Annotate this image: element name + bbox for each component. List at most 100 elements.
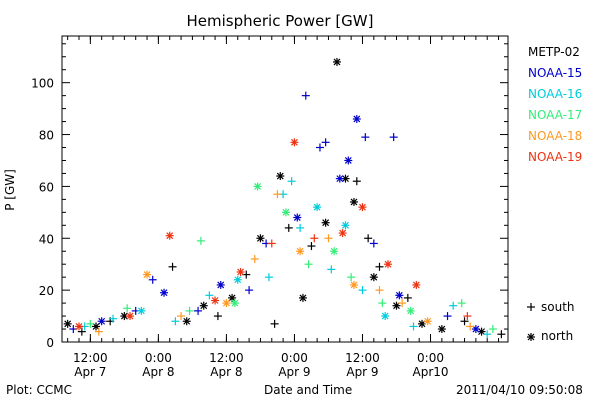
x-tick-date: Apr 8 xyxy=(142,365,174,379)
data-point-noaa-15 xyxy=(335,174,344,183)
data-point-noaa-16 xyxy=(109,314,118,323)
data-point-noaa-15 xyxy=(344,156,353,165)
legend-item-noaa-18: NOAA-18 xyxy=(528,129,582,143)
x-tick-date: Apr 7 xyxy=(74,365,106,379)
data-point-noaa-18 xyxy=(423,317,432,326)
data-point-metp-02 xyxy=(63,319,72,328)
y-tick-label: 80 xyxy=(39,129,54,143)
data-point-noaa-19 xyxy=(267,239,276,248)
data-point-noaa-16 xyxy=(313,203,322,212)
x-tick-label: 0:00 xyxy=(145,351,172,365)
data-point-metp-02 xyxy=(168,262,177,271)
plot-frame xyxy=(61,35,509,343)
data-point-noaa-15 xyxy=(245,286,254,295)
data-point-metp-02 xyxy=(256,234,265,243)
data-point-metp-02 xyxy=(276,172,285,181)
data-point-noaa-15 xyxy=(352,114,361,123)
data-point-noaa-17 xyxy=(253,182,262,191)
data-point-metp-02 xyxy=(349,197,358,206)
data-point-noaa-18 xyxy=(143,270,152,279)
data-point-noaa-17 xyxy=(185,306,194,315)
data-point-noaa-16 xyxy=(409,322,418,331)
data-point-noaa-15 xyxy=(395,291,404,300)
data-point-metp-02 xyxy=(437,325,446,334)
data-point-noaa-18 xyxy=(375,286,384,295)
data-point-noaa-19 xyxy=(310,234,319,243)
data-point-metp-02 xyxy=(497,330,506,339)
legend-item-noaa-19: NOAA-19 xyxy=(528,150,582,164)
y-tick-label: 20 xyxy=(39,284,54,298)
data-point-noaa-15 xyxy=(293,213,302,222)
data-point-metp-02 xyxy=(182,317,191,326)
data-point-noaa-19 xyxy=(338,229,347,238)
data-point-noaa-17 xyxy=(457,299,466,308)
data-point-metp-02 xyxy=(332,57,341,66)
data-point-metp-02 xyxy=(352,177,361,186)
data-point-noaa-18 xyxy=(349,280,358,289)
chart-title: Hemispheric Power [GW] xyxy=(187,12,374,30)
marker-legend-label: south xyxy=(541,300,575,314)
data-point-noaa-16 xyxy=(171,317,180,326)
legend-item-noaa-16: NOAA-16 xyxy=(528,87,582,101)
data-point-noaa-18 xyxy=(222,299,231,308)
x-tick-label: 12:00 xyxy=(209,351,244,365)
data-point-noaa-16 xyxy=(264,273,273,282)
y-tick-label: 40 xyxy=(39,232,54,246)
data-point-noaa-17 xyxy=(123,304,132,313)
data-point-noaa-15 xyxy=(361,133,370,142)
data-point-noaa-17 xyxy=(330,247,339,256)
data-point-noaa-15 xyxy=(160,288,169,297)
data-point-noaa-19 xyxy=(383,260,392,269)
data-point-noaa-16 xyxy=(449,301,458,310)
y-tick-label: 0 xyxy=(46,336,54,350)
data-point-metp-02 xyxy=(375,262,384,271)
data-point-noaa-16 xyxy=(381,312,390,321)
data-point-metp-02 xyxy=(460,317,469,326)
data-point-metp-02 xyxy=(403,293,412,302)
data-point-noaa-17 xyxy=(378,299,387,308)
plot-border xyxy=(61,35,509,343)
y-tick-label: 60 xyxy=(39,180,54,194)
data-point-noaa-17 xyxy=(347,273,356,282)
data-point-metp-02 xyxy=(298,293,307,302)
data-point-noaa-18 xyxy=(94,327,103,336)
marker-legend-label: north xyxy=(541,329,573,343)
data-point-noaa-15 xyxy=(389,133,398,142)
data-point-noaa-18 xyxy=(324,234,333,243)
x-axis-label: Date and Time xyxy=(264,383,353,397)
data-point-noaa-16 xyxy=(358,286,367,295)
data-point-metp-02 xyxy=(270,319,279,328)
data-point-noaa-16 xyxy=(137,306,146,315)
data-point-noaa-17 xyxy=(304,260,313,269)
data-point-noaa-17 xyxy=(230,299,239,308)
data-point-metp-02 xyxy=(284,223,293,232)
data-point-noaa-17 xyxy=(488,325,497,334)
data-point-metp-02 xyxy=(199,301,208,310)
data-point-noaa-18 xyxy=(250,255,259,264)
x-tick-label: 12:00 xyxy=(345,351,380,365)
data-point-noaa-15 xyxy=(301,91,310,100)
x-tick-date: Apr 8 xyxy=(210,365,242,379)
data-point-noaa-16 xyxy=(296,223,305,232)
data-point-noaa-19 xyxy=(290,138,299,147)
data-point-metp-02 xyxy=(213,312,222,321)
x-tick-date: Apr 9 xyxy=(278,365,310,379)
data-point-metp-02 xyxy=(307,242,316,251)
data-point-noaa-19 xyxy=(75,322,84,331)
y-tick-label: 100 xyxy=(31,77,54,91)
data-point-noaa-16 xyxy=(205,291,214,300)
legend-item-noaa-17: NOAA-17 xyxy=(528,108,582,122)
data-point-noaa-17 xyxy=(406,306,415,315)
data-point-noaa-19 xyxy=(126,312,135,321)
data-point-noaa-17 xyxy=(86,319,95,328)
data-point-noaa-16 xyxy=(233,275,242,284)
data-point-noaa-16 xyxy=(341,221,350,230)
data-point-noaa-17 xyxy=(196,236,205,245)
x-tick-label: 12:00 xyxy=(73,351,108,365)
data-point-noaa-15 xyxy=(194,306,203,315)
x-tick-label: 0:00 xyxy=(417,351,444,365)
data-point-noaa-15 xyxy=(148,275,157,284)
generated-timestamp: 2011/04/10 09:50:08 xyxy=(456,383,583,397)
